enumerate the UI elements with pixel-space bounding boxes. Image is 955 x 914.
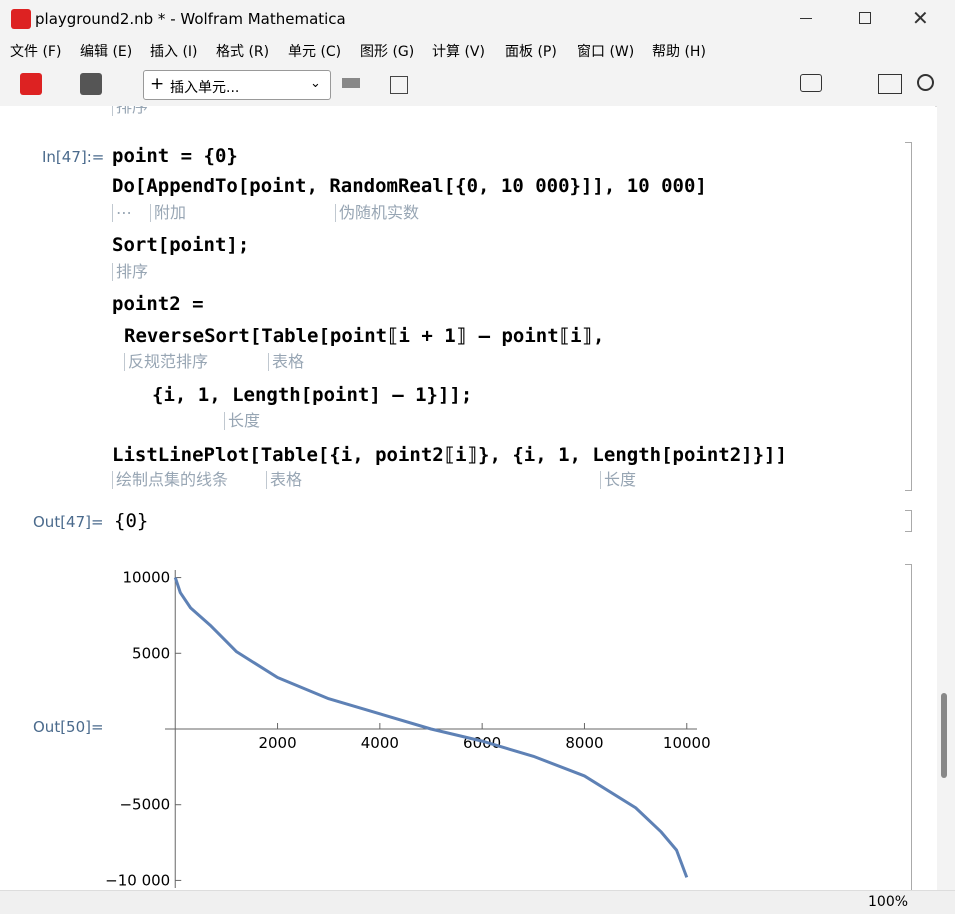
y-tick-label: −10 000 bbox=[105, 871, 170, 889]
menu-item[interactable]: 帮助 (H) bbox=[652, 44, 706, 60]
x-tick-label: 10000 bbox=[663, 734, 711, 752]
y-tick-label: 5000 bbox=[132, 644, 170, 662]
search-icon[interactable] bbox=[917, 74, 934, 91]
tool-icon[interactable] bbox=[80, 73, 102, 95]
cell-bracket[interactable] bbox=[905, 142, 912, 491]
hint: ⋯ bbox=[112, 204, 132, 222]
scrollbar[interactable] bbox=[937, 106, 955, 890]
hint: 排序 bbox=[112, 106, 148, 116]
hint: 长度 bbox=[224, 412, 260, 430]
input-label: In[47]:= bbox=[42, 148, 105, 166]
code-line[interactable]: ListLinePlot[Table[{i, point2⟦i⟧}, {i, 1… bbox=[112, 444, 787, 466]
insert-cell-dropdown[interactable]: + 插入单元... ⌄ bbox=[143, 70, 331, 100]
menu-item[interactable]: 图形 (G) bbox=[360, 44, 415, 60]
code-line[interactable]: {i, 1, Length[point] – 1}]]; bbox=[152, 384, 473, 406]
output-label: Out[50]= bbox=[33, 718, 104, 736]
tool-icon[interactable] bbox=[878, 74, 902, 94]
menu-item[interactable]: 编辑 (E) bbox=[80, 44, 133, 60]
y-tick-label: −5000 bbox=[119, 796, 170, 814]
hint: 排序 bbox=[112, 263, 148, 281]
cell-bracket[interactable] bbox=[905, 564, 912, 890]
code-line[interactable]: Do[AppendTo[point, RandomReal[{0, 10 000… bbox=[112, 175, 707, 197]
maximize[interactable] bbox=[859, 12, 871, 24]
menu-item[interactable]: 格式 (R) bbox=[216, 44, 270, 60]
plot: 2000 4000 6000 8000 10000−10 000−50005000100… bbox=[105, 569, 711, 890]
menu-item[interactable]: 计算 (V) bbox=[432, 44, 485, 60]
code-line[interactable]: Sort[point]; bbox=[112, 234, 250, 256]
tool-icon[interactable] bbox=[342, 78, 360, 88]
x-tick-label: 8000 bbox=[565, 734, 603, 752]
scroll-thumb[interactable] bbox=[941, 693, 947, 778]
y-tick-label: 10000 bbox=[123, 569, 171, 587]
tool-icon[interactable] bbox=[20, 73, 42, 95]
data-line bbox=[173, 577, 689, 878]
plus-icon: + bbox=[150, 74, 165, 94]
x-tick-label: 2000 bbox=[258, 734, 296, 752]
output-label: Out[47]= bbox=[33, 513, 104, 531]
title-bar: playground2.nb * - Wolfram Mathematica ✕ bbox=[0, 0, 955, 38]
menu-item[interactable]: 面板 (P) bbox=[505, 44, 557, 60]
close[interactable]: ✕ bbox=[912, 6, 929, 30]
hint: 表格 bbox=[268, 353, 304, 371]
hint: 表格 bbox=[266, 471, 302, 489]
notebook: 2000 4000 6000 8000 10000 −10 000 −5000 5000 100… bbox=[0, 106, 935, 890]
tool-icon[interactable] bbox=[800, 74, 822, 92]
code-line[interactable]: ReverseSort[Table[point⟦i + 1⟧ – point⟦i… bbox=[124, 325, 605, 347]
hint: 伪随机实数 bbox=[335, 204, 419, 222]
code-line[interactable]: point = {0} bbox=[112, 145, 238, 167]
cell-bracket[interactable] bbox=[905, 510, 912, 532]
menu-item[interactable]: 单元 (C) bbox=[288, 44, 342, 60]
menu-item[interactable]: 窗口 (W) bbox=[577, 44, 635, 60]
menu-bar: 文件 (F) 编辑 (E) 插入 (I) 格式 (R) 单元 (C) 图形 (G) 计算 (… bbox=[0, 38, 955, 62]
dropdown-label: 插入单元... bbox=[170, 80, 240, 96]
toolbar: + 插入单元... ⌄ bbox=[0, 62, 955, 107]
menu-item[interactable]: 文件 (F) bbox=[10, 44, 62, 60]
minimize[interactable] bbox=[800, 18, 812, 19]
menu-item[interactable]: 插入 (I) bbox=[150, 44, 198, 60]
output-text: {0} bbox=[114, 510, 149, 532]
app-icon bbox=[11, 9, 31, 29]
tool-icon[interactable] bbox=[390, 76, 408, 94]
hint: 长度 bbox=[600, 471, 636, 489]
chevron: ⌄ bbox=[310, 76, 321, 91]
window-title: playground2.nb * - Wolfram Mathematica bbox=[35, 10, 346, 28]
hint: 附加 bbox=[150, 204, 186, 222]
x-tick-label: 4000 bbox=[361, 734, 399, 752]
hint: 反规范排序 bbox=[124, 353, 208, 371]
hint: 绘制点集的线条 bbox=[112, 471, 228, 489]
code-line[interactable]: point2 = bbox=[112, 293, 204, 315]
status-bar: 100% bbox=[0, 890, 955, 914]
zoom-level[interactable]: 100% bbox=[868, 894, 909, 910]
